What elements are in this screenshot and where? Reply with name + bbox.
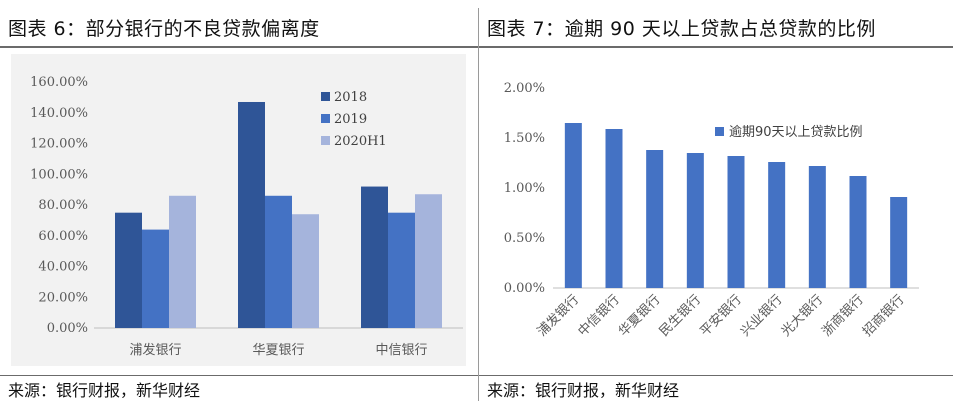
legend-label-2019: 2019 — [334, 112, 367, 127]
y-tick-label: 0.00% — [47, 321, 88, 336]
legend-label: 逾期90天以上贷款比例 — [729, 125, 863, 140]
left-chart-title: 图表 6：部分银行的不良贷款偏离度 — [8, 18, 320, 40]
right-title-rule — [479, 46, 953, 48]
y-tick-label: 140.00% — [30, 106, 88, 121]
y-tick-label: 0.00% — [504, 281, 545, 296]
panel-divider — [478, 8, 479, 401]
bar-2019-华夏银行 — [265, 195, 292, 328]
bar-浦发银行 — [564, 123, 582, 288]
bar-2019-浦发银行 — [142, 229, 169, 328]
chart-right-background — [487, 52, 945, 370]
bar-2018-华夏银行 — [238, 101, 265, 328]
bar-2020H1-华夏银行 — [292, 214, 319, 328]
bar-2020H1-中信银行 — [415, 194, 442, 328]
bar-平安银行 — [727, 156, 745, 288]
bar-兴业银行 — [768, 162, 786, 288]
bar-中信银行 — [605, 129, 623, 288]
bar-华夏银行 — [646, 150, 664, 288]
legend-swatch-2020H1 — [321, 136, 330, 145]
legend-label-2018: 2018 — [334, 90, 367, 105]
bar-2020H1-浦发银行 — [169, 195, 196, 328]
left-title-rule — [0, 46, 478, 48]
x-tick-label: 华夏银行 — [252, 343, 304, 358]
x-tick-label: 中信银行 — [375, 343, 427, 358]
bar-浙商银行 — [849, 176, 867, 288]
y-tick-label: 40.00% — [38, 260, 88, 275]
bar-2019-中信银行 — [388, 212, 415, 328]
y-tick-label: 60.00% — [38, 229, 88, 244]
right-panel: 图表 7：逾期 90 天以上贷款占总贷款的比例 0.00% 0.50% 1.00% 1… — [479, 0, 953, 411]
y-tick-label: 1.00% — [504, 181, 545, 196]
y-tick-label: 2.00% — [504, 81, 545, 96]
y-tick-label: 80.00% — [38, 198, 88, 213]
bar-2018-中信银行 — [361, 186, 388, 328]
left-source-rule — [0, 375, 478, 376]
legend-swatch-2019 — [321, 114, 330, 123]
bar-民生银行 — [686, 153, 704, 288]
right-source-rule — [479, 375, 953, 376]
y-tick-label: 100.00% — [30, 167, 88, 182]
y-tick-label: 160.00% — [30, 75, 88, 90]
x-tick-label: 浦发银行 — [129, 342, 181, 358]
legend-swatch — [715, 127, 724, 136]
left-bar-chart: 0.00% 20.00% 40.00% 60.00% 80.00% 100.00% 120.… — [11, 54, 466, 366]
bar-光大银行 — [808, 166, 826, 288]
right-bar-chart: 0.00%0.50%1.00%1.50%2.00%浦发银行中信银行华夏银行民生银… — [487, 52, 945, 370]
legend-swatch-2018 — [321, 92, 330, 101]
y-tick-label: 1.50% — [504, 131, 545, 146]
y-tick-label: 0.50% — [504, 231, 545, 246]
legend-label-2020H1: 2020H1 — [334, 134, 387, 149]
y-tick-label: 120.00% — [30, 137, 88, 152]
y-tick-label: 20.00% — [38, 290, 88, 305]
bar-招商银行 — [890, 197, 908, 288]
left-panel: 图表 6：部分银行的不良贷款偏离度 0.00% 20.00% 40.00% 60.00… — [0, 18, 478, 400]
bar-2018-浦发银行 — [115, 212, 142, 328]
right-source-note: 来源：银行财报，新华财经 — [487, 381, 680, 400]
left-source-note: 来源：银行财报，新华财经 — [8, 381, 201, 400]
right-chart-title: 图表 7：逾期 90 天以上贷款占总贷款的比例 — [487, 18, 876, 40]
